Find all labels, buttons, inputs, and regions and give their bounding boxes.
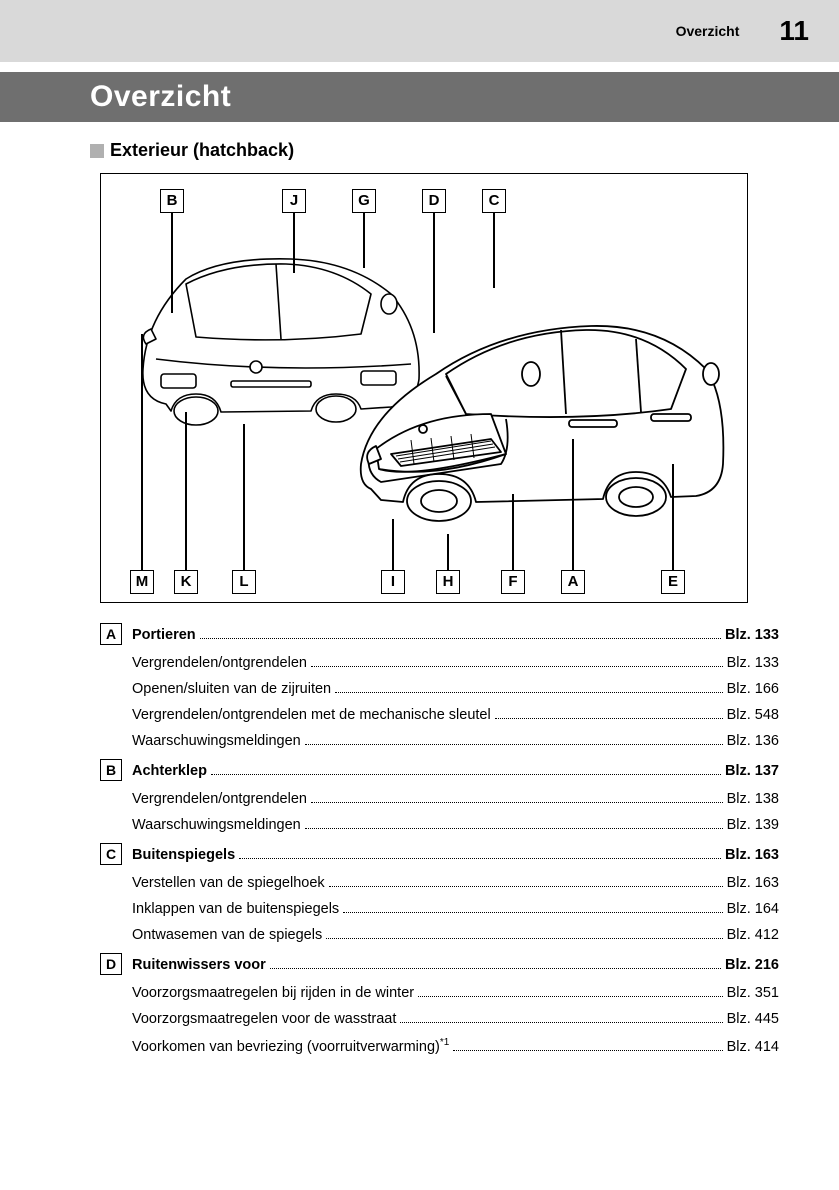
index-sub-page: Blz. 548 <box>727 707 779 723</box>
callout-b: B <box>160 189 184 213</box>
index-sub-row: Verstellen van de spiegelhoek Blz. 163 <box>100 875 779 891</box>
index-sub-row: Openen/sluiten van de zijruiten Blz. 166 <box>100 681 779 697</box>
index-sub-row: Ontwasemen van de spiegels Blz. 412 <box>100 927 779 943</box>
index-sub-page: Blz. 412 <box>727 927 779 943</box>
index-sub-label: Voorzorgsmaatregelen voor de wasstraat <box>132 1011 396 1027</box>
index-sub-label: Vergrendelen/ontgrendelen <box>132 791 307 807</box>
car-front-icon <box>351 314 731 544</box>
index-sub-row: Inklappen van de buitenspiegels Blz. 164 <box>100 901 779 917</box>
index-label: Buitenspiegels <box>132 847 235 863</box>
dot-leader <box>305 744 723 745</box>
index-sub-page: Blz. 166 <box>727 681 779 697</box>
index-sub-page: Blz. 138 <box>727 791 779 807</box>
index-page: Blz. 216 <box>725 957 779 973</box>
page-number: 11 <box>779 15 809 47</box>
index-sub-label: Voorkomen van bevriezing (voorruitverwar… <box>132 1037 449 1055</box>
index-sub-page: Blz. 139 <box>727 817 779 833</box>
index-page: Blz. 163 <box>725 847 779 863</box>
callout-a: A <box>561 570 585 594</box>
subtitle-text: Exterieur (hatchback) <box>110 140 294 161</box>
content-area: Exterieur (hatchback) B J G D C M K L I … <box>0 140 839 1095</box>
page-header: Overzicht 11 <box>0 0 839 62</box>
index-sub-page: Blz. 164 <box>727 901 779 917</box>
dot-leader <box>400 1022 722 1023</box>
index-sub-label: Waarschuwingsmeldingen <box>132 733 301 749</box>
dot-leader <box>453 1050 722 1051</box>
dot-leader <box>270 968 721 969</box>
index-sub-row: Voorkomen van bevriezing (voorruitverwar… <box>100 1037 779 1055</box>
dot-leader <box>200 638 721 639</box>
index-label: Ruitenwissers voor <box>132 957 266 973</box>
index-label: Portieren <box>132 627 196 643</box>
dot-leader <box>495 718 723 719</box>
subtitle-bullet <box>90 144 104 158</box>
index-sub-page: Blz. 163 <box>727 875 779 891</box>
index-sub-row: Vergrendelen/ontgrendelen Blz. 138 <box>100 791 779 807</box>
index-label: Achterklep <box>132 763 207 779</box>
dot-leader <box>211 774 721 775</box>
index-sub-row: Waarschuwingsmeldingen Blz. 136 <box>100 733 779 749</box>
index-letter: B <box>100 759 122 781</box>
index-sub-page: Blz. 136 <box>727 733 779 749</box>
index-sub-label: Vergrendelen/ontgrendelen met de mechani… <box>132 707 491 723</box>
exterior-diagram: B J G D C M K L I H F A E <box>100 173 748 603</box>
callout-h: H <box>436 570 460 594</box>
index-page: Blz. 137 <box>725 763 779 779</box>
index-sub-label: Verstellen van de spiegelhoek <box>132 875 325 891</box>
header-section-label: Overzicht <box>676 23 740 39</box>
index-main-row: A Portieren Blz. 133 <box>100 623 779 645</box>
index-main-row: B Achterklep Blz. 137 <box>100 759 779 781</box>
callout-c: C <box>482 189 506 213</box>
index-sub-row: Voorzorgsmaatregelen bij rijden in de wi… <box>100 985 779 1001</box>
index-main-row: D Ruitenwissers voor Blz. 216 <box>100 953 779 975</box>
index-sub-label: Waarschuwingsmeldingen <box>132 817 301 833</box>
callout-i: I <box>381 570 405 594</box>
index-letter: C <box>100 843 122 865</box>
index-sub-label: Vergrendelen/ontgrendelen <box>132 655 307 671</box>
index-sub-page: Blz. 414 <box>727 1039 779 1055</box>
index-letter: A <box>100 623 122 645</box>
index-sub-row: Waarschuwingsmeldingen Blz. 139 <box>100 817 779 833</box>
callout-e: E <box>661 570 685 594</box>
dot-leader <box>305 828 723 829</box>
callout-f: F <box>501 570 525 594</box>
dot-leader <box>311 666 723 667</box>
index-sub-row: Voorzorgsmaatregelen voor de wasstraat Bl… <box>100 1011 779 1027</box>
index-sub-label: Openen/sluiten van de zijruiten <box>132 681 331 697</box>
subtitle-row: Exterieur (hatchback) <box>90 140 779 161</box>
callout-m: M <box>130 570 154 594</box>
callout-l: L <box>232 570 256 594</box>
index-sub-row: Vergrendelen/ontgrendelen Blz. 133 <box>100 655 779 671</box>
dot-leader <box>311 802 723 803</box>
callout-j: J <box>282 189 306 213</box>
index-sub-label: Inklappen van de buitenspiegels <box>132 901 339 917</box>
index-page: Blz. 133 <box>725 627 779 643</box>
index-sub-page: Blz. 351 <box>727 985 779 1001</box>
dot-leader <box>418 996 722 997</box>
index-main-row: C Buitenspiegels Blz. 163 <box>100 843 779 865</box>
dot-leader <box>343 912 722 913</box>
index-sub-label: Ontwasemen van de spiegels <box>132 927 322 943</box>
index-list: APortierenBlz. 133Vergrendelen/ontgrende… <box>100 623 779 1055</box>
index-sub-page: Blz. 133 <box>727 655 779 671</box>
index-sub-label: Voorzorgsmaatregelen bij rijden in de wi… <box>132 985 414 1001</box>
index-letter: D <box>100 953 122 975</box>
dot-leader <box>335 692 722 693</box>
index-sub-row: Vergrendelen/ontgrendelen met de mechani… <box>100 707 779 723</box>
callout-k: K <box>174 570 198 594</box>
dot-leader <box>239 858 721 859</box>
callout-d: D <box>422 189 446 213</box>
dot-leader <box>326 938 722 939</box>
callout-g: G <box>352 189 376 213</box>
index-sub-page: Blz. 445 <box>727 1011 779 1027</box>
dot-leader <box>329 886 723 887</box>
page-title: Overzicht <box>0 72 839 122</box>
